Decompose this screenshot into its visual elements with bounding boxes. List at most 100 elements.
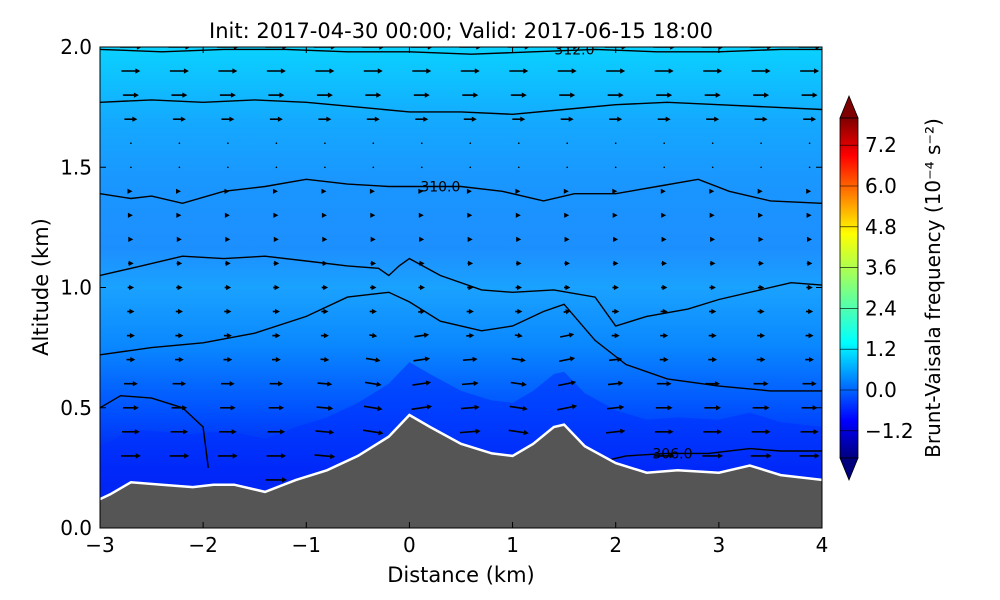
wind-vector xyxy=(363,68,383,74)
wind-vector xyxy=(516,236,522,242)
wind-vector xyxy=(175,333,184,339)
wind-vector xyxy=(511,357,526,363)
wind-vector xyxy=(466,188,472,194)
wind-vector xyxy=(219,92,236,98)
wind-vector xyxy=(176,212,182,218)
wind-vector xyxy=(563,188,569,194)
wind-vector xyxy=(314,453,336,459)
wind-vector xyxy=(219,429,237,435)
wind-vector xyxy=(421,142,423,144)
wind-vector xyxy=(469,166,472,169)
wind-vector xyxy=(272,308,280,315)
wind-vector xyxy=(518,166,520,169)
wind-vector xyxy=(566,166,568,169)
colorbar-tick-label: 4.8 xyxy=(865,215,897,239)
wind-vector xyxy=(750,453,772,459)
wind-vector xyxy=(269,381,284,387)
wind-vector xyxy=(515,188,521,194)
wind-vector xyxy=(661,260,667,266)
wind-vector xyxy=(412,68,432,74)
wind-vector xyxy=(754,116,768,122)
wind-vector xyxy=(421,166,423,169)
wind-vector xyxy=(372,142,375,144)
wind-vector xyxy=(170,429,189,435)
wind-vector xyxy=(130,142,132,144)
wind-vector xyxy=(459,428,481,434)
wind-vector xyxy=(655,405,673,411)
wind-vector xyxy=(656,381,672,387)
wind-vector xyxy=(364,381,382,387)
wind-vector xyxy=(612,308,620,315)
y-tick-label: 0.0 xyxy=(60,516,92,540)
wind-vector xyxy=(176,260,183,266)
wind-vector xyxy=(175,308,183,315)
wind-vector xyxy=(172,116,186,122)
wind-vector xyxy=(316,92,333,98)
wind-vector xyxy=(365,357,381,363)
wind-vector xyxy=(369,308,377,315)
wind-vector xyxy=(703,68,723,74)
wind-vector xyxy=(419,236,425,242)
colorbar-extend-bottom xyxy=(839,457,859,482)
colorbar-tick-label: 2.4 xyxy=(865,296,897,320)
wind-vector xyxy=(128,236,134,242)
wind-vector xyxy=(418,260,425,266)
wind-vector xyxy=(654,68,674,74)
wind-vector xyxy=(802,381,817,387)
wind-vector xyxy=(321,212,327,218)
contour-line xyxy=(100,178,822,205)
wind-vector xyxy=(799,453,820,459)
wind-vector xyxy=(508,429,529,436)
wind-vector xyxy=(557,404,578,411)
wind-vector xyxy=(413,92,430,98)
wind-vector xyxy=(320,333,329,339)
contour-line xyxy=(594,447,822,464)
wind-vector xyxy=(708,333,717,339)
wind-vector xyxy=(757,284,765,291)
wind-vector xyxy=(661,212,667,218)
wind-vector xyxy=(663,142,665,144)
wind-vector xyxy=(606,68,626,74)
y-axis-ticks: 0.0 0.5 1.0 1.5 2.0 xyxy=(60,35,822,540)
chart-title: Init: 2017-04-30 00:00; Valid: 2017-06-1… xyxy=(209,19,713,43)
contour-line xyxy=(100,255,822,327)
wind-vector xyxy=(225,236,231,242)
wind-vector xyxy=(363,405,383,412)
wind-vector xyxy=(223,357,233,363)
wind-vector xyxy=(559,92,576,98)
x-tick-label: −1 xyxy=(292,533,321,557)
wind-vector xyxy=(460,404,480,411)
colorbar-tick-label: 1.2 xyxy=(865,337,897,361)
wind-vector xyxy=(224,308,232,315)
wind-vector xyxy=(172,381,187,387)
wind-vector xyxy=(509,68,529,74)
wind-vector xyxy=(370,236,376,242)
wind-vector xyxy=(607,380,624,386)
wind-vector xyxy=(268,405,285,411)
wind-vector xyxy=(758,212,764,218)
wind-vector xyxy=(611,333,620,339)
contour-line xyxy=(100,99,822,116)
x-tick-label: 3 xyxy=(712,533,725,557)
x-axis-label: Distance (km) xyxy=(387,563,535,587)
y-tick-label: 2.0 xyxy=(60,35,92,59)
y-tick-label: 1.0 xyxy=(60,276,92,300)
wind-vector xyxy=(760,166,762,169)
wind-vector xyxy=(275,166,278,169)
contour-labels: 306.0 310.0 312.0 xyxy=(420,47,692,462)
wind-vector xyxy=(758,260,764,266)
wind-vector xyxy=(660,333,669,339)
wind-vector xyxy=(273,188,278,194)
wind-vector xyxy=(271,357,281,363)
wind-vector xyxy=(224,188,230,194)
wind-vector xyxy=(462,92,479,98)
wind-vector xyxy=(702,453,724,459)
y-tick-label: 1.5 xyxy=(60,155,92,179)
wind-vector xyxy=(272,333,281,339)
wind-vector xyxy=(320,356,330,363)
x-tick-label: 4 xyxy=(816,533,829,557)
wind-vector xyxy=(321,188,327,194)
wind-vector xyxy=(709,188,715,194)
wind-vector xyxy=(128,260,134,266)
colorbar-extend-top xyxy=(839,94,859,119)
